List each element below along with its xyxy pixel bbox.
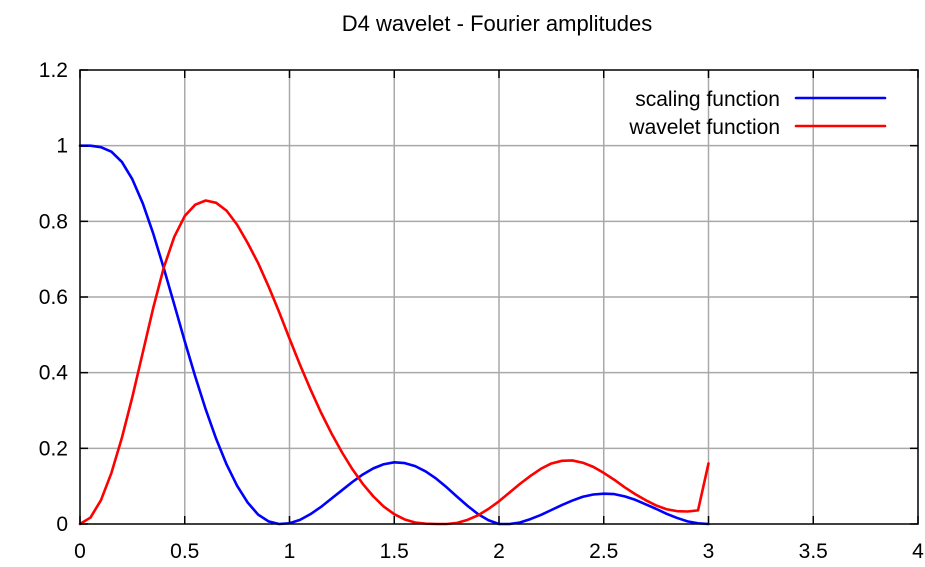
y-tick-label: 0.2 <box>39 437 68 460</box>
x-tick-label: 4 <box>912 540 924 563</box>
legend-label-wavelet-function: wavelet function <box>628 116 780 139</box>
grid <box>80 70 918 524</box>
x-tick-label: 1 <box>284 540 296 563</box>
x-tick-label: 0.5 <box>170 540 199 563</box>
x-tick-label: 2 <box>493 540 505 563</box>
x-tick-label: 3.5 <box>799 540 828 563</box>
series-line-scaling-function <box>78 144 710 526</box>
legend: scaling function wavelet function <box>628 88 887 139</box>
series-line-wavelet-function <box>78 199 710 526</box>
y-tick-label: 0.6 <box>39 286 68 309</box>
y-tick-label: 0.8 <box>39 210 68 233</box>
axis-ticks: 0 0.5 1 1.5 2 2.5 3 3.5 4 0 0.2 0.4 0.6 0.8 1 1.2 <box>39 59 924 563</box>
x-tick-label: 3 <box>703 540 715 563</box>
series-lines <box>78 144 710 526</box>
x-tick-label: 2.5 <box>589 540 618 563</box>
y-tick-label: 0 <box>56 513 68 536</box>
y-tick-label: 0.4 <box>39 362 69 385</box>
x-tick-label: 0 <box>74 540 86 563</box>
x-tick-label: 1.5 <box>380 540 409 563</box>
legend-label-scaling-function: scaling function <box>635 88 780 111</box>
y-tick-label: 1 <box>56 135 68 158</box>
y-tick-label: 1.2 <box>39 59 68 82</box>
chart-title: D4 wavelet - Fourier amplitudes <box>342 11 653 36</box>
